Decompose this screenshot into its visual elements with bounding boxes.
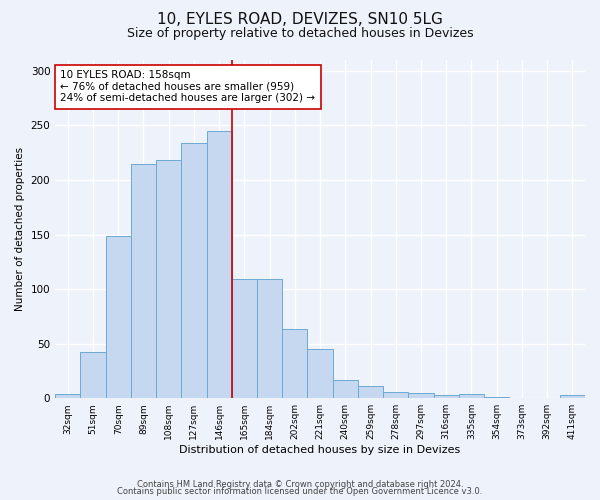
Bar bbox=[181, 143, 206, 398]
Y-axis label: Number of detached properties: Number of detached properties bbox=[15, 147, 25, 311]
Bar bbox=[106, 236, 131, 398]
Bar bbox=[257, 280, 282, 398]
Bar bbox=[232, 280, 257, 398]
Bar bbox=[434, 395, 459, 398]
Bar bbox=[80, 352, 106, 398]
Text: 10, EYLES ROAD, DEVIZES, SN10 5LG: 10, EYLES ROAD, DEVIZES, SN10 5LG bbox=[157, 12, 443, 28]
X-axis label: Distribution of detached houses by size in Devizes: Distribution of detached houses by size … bbox=[179, 445, 461, 455]
Text: 10 EYLES ROAD: 158sqm
← 76% of detached houses are smaller (959)
24% of semi-det: 10 EYLES ROAD: 158sqm ← 76% of detached … bbox=[61, 70, 316, 103]
Bar bbox=[409, 393, 434, 398]
Bar bbox=[484, 397, 509, 398]
Bar bbox=[307, 349, 332, 398]
Bar bbox=[560, 395, 585, 398]
Bar bbox=[459, 394, 484, 398]
Bar bbox=[332, 380, 358, 398]
Bar bbox=[131, 164, 156, 398]
Bar bbox=[206, 131, 232, 398]
Bar bbox=[358, 386, 383, 398]
Text: Size of property relative to detached houses in Devizes: Size of property relative to detached ho… bbox=[127, 28, 473, 40]
Bar bbox=[156, 160, 181, 398]
Bar bbox=[282, 330, 307, 398]
Text: Contains public sector information licensed under the Open Government Licence v3: Contains public sector information licen… bbox=[118, 487, 482, 496]
Bar bbox=[55, 394, 80, 398]
Bar bbox=[383, 392, 409, 398]
Text: Contains HM Land Registry data © Crown copyright and database right 2024.: Contains HM Land Registry data © Crown c… bbox=[137, 480, 463, 489]
